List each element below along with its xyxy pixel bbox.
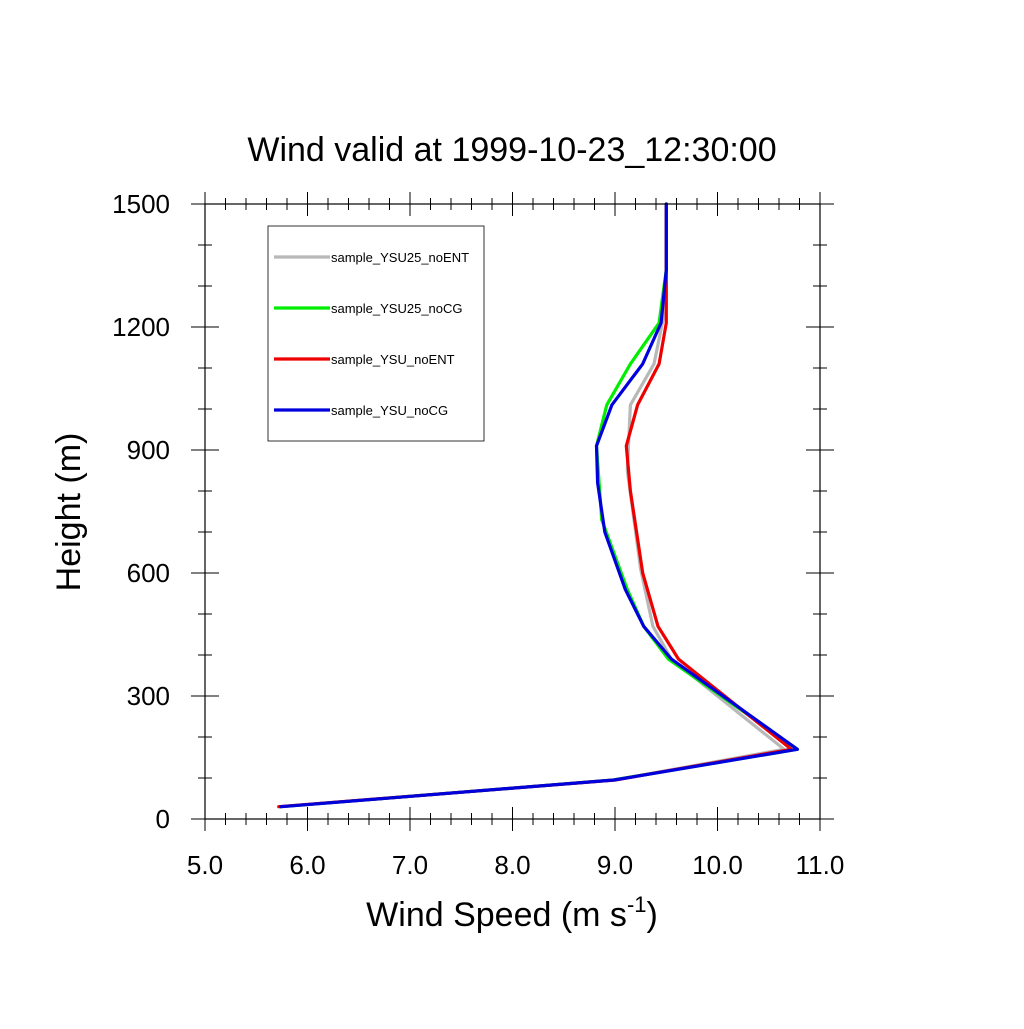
x-tick-label: 9.0: [597, 850, 633, 880]
y-tick-label: 1500: [112, 189, 170, 219]
legend-label: sample_YSU_noENT: [331, 352, 455, 367]
x-axis-label: Wind Speed (m s-1): [366, 892, 658, 934]
series-layer: [277, 202, 800, 809]
x-tick-label: 8.0: [494, 850, 530, 880]
x-axis-label-close: ): [647, 896, 658, 934]
y-tick-label: 1200: [112, 312, 170, 342]
x-tick-label: 6.0: [289, 850, 325, 880]
x-tick-label: 7.0: [392, 850, 428, 880]
x-axis-label-superscript: -1: [627, 892, 647, 917]
legend-label: sample_YSU_noCG: [331, 403, 448, 418]
x-tick-label: 10.0: [692, 850, 743, 880]
y-tick-label: 600: [127, 558, 170, 588]
legend-label: sample_YSU25_noCG: [331, 301, 463, 316]
y-axis-label: Height (m): [50, 433, 88, 592]
x-tick-label: 5.0: [187, 850, 223, 880]
x-axis-label-main: Wind Speed (m s: [366, 896, 627, 934]
x-tick-label: 11.0: [796, 850, 845, 880]
plot-frame: [204, 203, 821, 820]
legend-label: sample_YSU25_noENT: [331, 250, 469, 265]
y-tick-label: 900: [127, 435, 170, 465]
legend: sample_YSU25_noENT sample_YSU25_noCGsampl…: [267, 225, 485, 442]
legend-box: [267, 225, 485, 442]
chart-title: Wind valid at 1999-10-23_12:30:00: [247, 131, 776, 169]
y-tick-label: 300: [127, 681, 170, 711]
series-line-sample_YSU_noCG: [279, 202, 800, 809]
tick-layer: 5.0 6.0 7.0 8.0 9.0 10.0 11.0 0 300 600 900 1200 150…: [112, 189, 844, 880]
y-tick-label: 0: [156, 804, 170, 834]
